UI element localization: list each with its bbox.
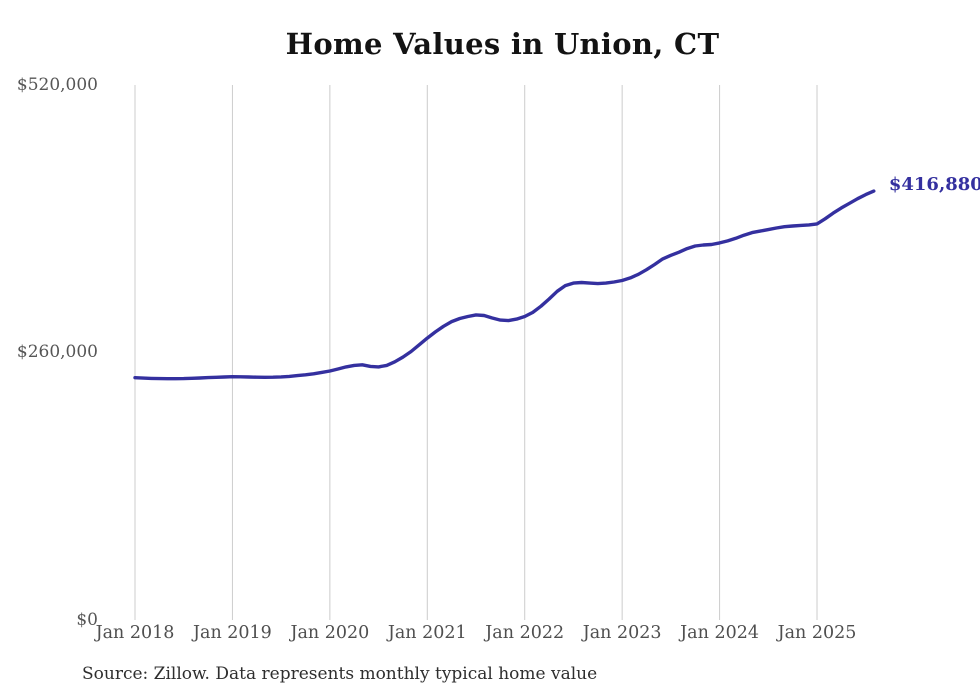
x-tick-label: Jan 2023 [582,623,662,643]
x-tick-label: Jan 2018 [95,623,175,643]
y-tick-label: $260,000 [16,342,98,362]
x-tick-label: Jan 2025 [777,623,857,643]
source-note: Source: Zillow. Data represents monthly … [82,664,598,684]
latest-value-label: $416,880 [888,174,980,196]
x-tick-label: Jan 2022 [485,623,565,643]
y-tick-label: $520,000 [16,74,98,95]
chart-title: Home Values in Union, CT [285,27,720,61]
x-tick-label: Jan 2024 [680,623,759,643]
x-tick-label: Jan 2021 [387,623,467,643]
x-tick-label: Jan 2020 [290,623,370,643]
x-axis: Jan 2018 Jan 2019 Jan 2020 Jan 2021 Jan 2022… [0,623,980,651]
value-line [133,189,876,381]
y-axis: $520,000 $260,000 $0 [0,0,98,699]
y-tick-label: $0 [76,609,98,630]
x-tick-label: Jan 2019 [193,623,272,643]
